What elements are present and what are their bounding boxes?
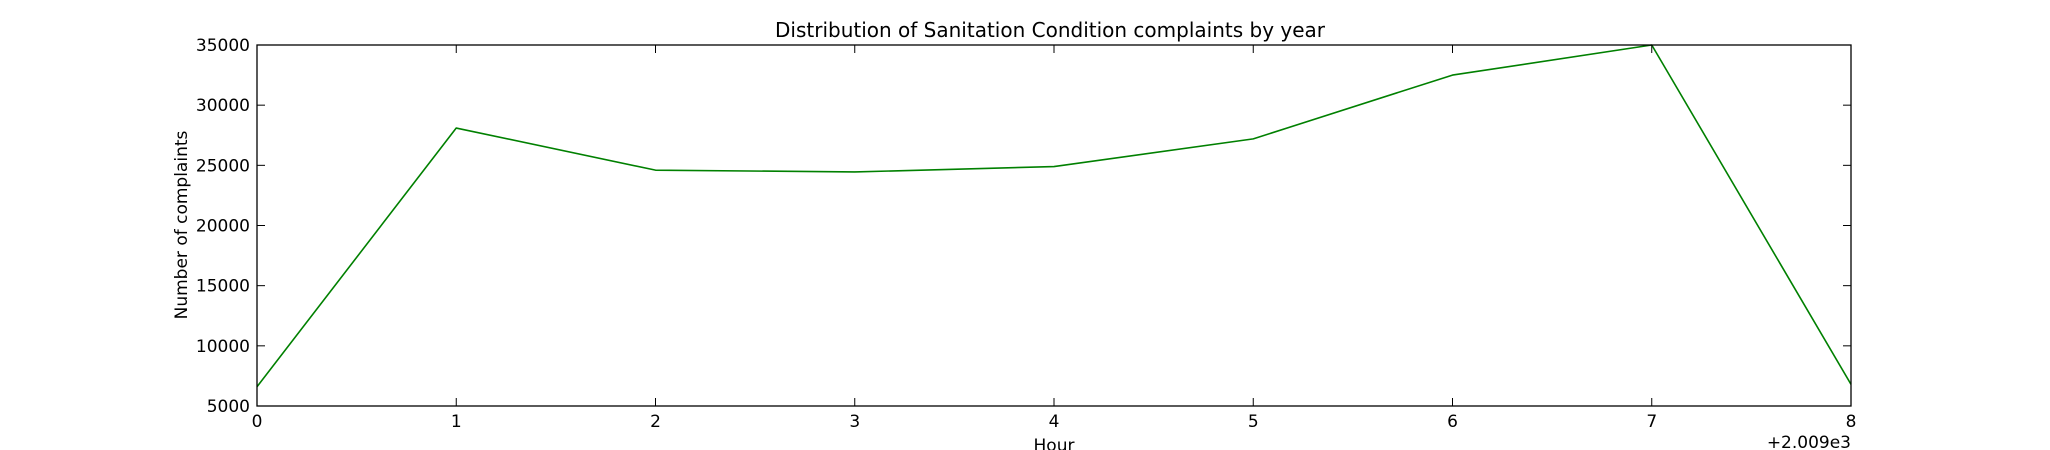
- x-tick-label: 3: [849, 412, 860, 432]
- x-tick-label: 7: [1646, 412, 1657, 432]
- series-line-0: [256, 44, 1852, 388]
- x-tick-label: 6: [1447, 412, 1458, 432]
- chart-title: Distribution of Sanitation Condition com…: [775, 18, 1326, 42]
- y-axis-label: Number of complaints: [172, 130, 192, 319]
- y-tick-label: 20000: [196, 217, 250, 237]
- x-tick-label: 8: [1846, 412, 1857, 432]
- x-tick-label: 4: [1049, 412, 1060, 432]
- series-layer: [256, 44, 1852, 388]
- x-tick-label: 0: [252, 412, 263, 432]
- x-axis-label: Hour: [1034, 436, 1075, 450]
- y-tick-label: 35000: [196, 36, 250, 56]
- x-axis-ticks: 0 1 2 3 4 5 6 7 8: [252, 45, 1857, 432]
- y-tick-label: 30000: [196, 96, 250, 116]
- y-axis-ticks: 5000 10000 15000 20000 25000 30000 35000: [196, 36, 1851, 417]
- x-tick-label: 5: [1248, 412, 1259, 432]
- y-tick-label: 10000: [196, 337, 250, 357]
- x-axis-offset-label: +2.009e3: [1767, 433, 1851, 450]
- y-tick-label: 25000: [196, 156, 250, 176]
- x-tick-label: 1: [451, 412, 462, 432]
- x-tick-label: 2: [650, 412, 661, 432]
- y-tick-label: 5000: [207, 397, 250, 417]
- y-tick-label: 15000: [196, 277, 250, 297]
- plot-area: 0 1 2 3 4 5 6 7 8 5000 10000 15000 20000 25000 30000 3…: [196, 36, 1857, 432]
